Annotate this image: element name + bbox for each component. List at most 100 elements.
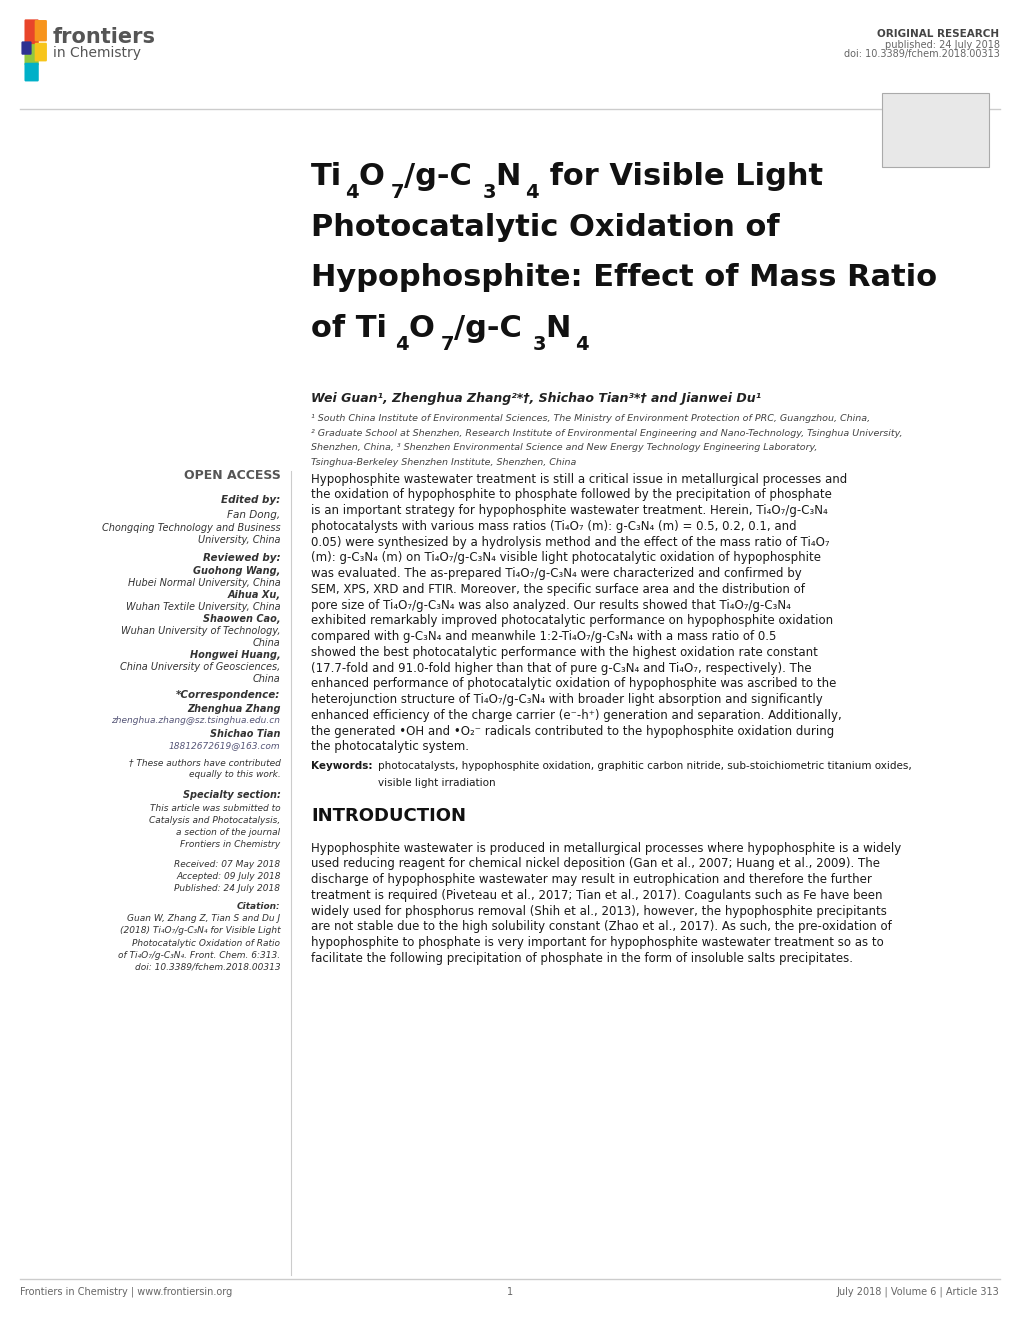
Text: doi: 10.3389/fchem.2018.00313: doi: 10.3389/fchem.2018.00313 [843, 49, 999, 59]
Text: Hypophosphite wastewater treatment is still a critical issue in metallurgical pr: Hypophosphite wastewater treatment is st… [311, 473, 847, 486]
Text: O: O [408, 314, 433, 343]
Text: ⟳: ⟳ [927, 105, 943, 123]
Text: N: N [495, 162, 521, 191]
Text: *Correspondence:: *Correspondence: [176, 690, 280, 700]
Text: Reviewed by:: Reviewed by: [203, 553, 280, 562]
Text: Published: 24 July 2018: Published: 24 July 2018 [174, 884, 280, 893]
Text: visible light irradiation: visible light irradiation [378, 777, 495, 788]
Text: hypophosphite to phosphate is very important for hypophosphite wastewater treatm: hypophosphite to phosphate is very impor… [311, 936, 883, 949]
Text: are not stable due to the high solubility constant (Zhao et al., 2017). As such,: are not stable due to the high solubilit… [311, 920, 891, 933]
Text: China: China [253, 638, 280, 647]
Text: the photocatalytic system.: the photocatalytic system. [311, 741, 469, 753]
Text: used reducing reagent for chemical nickel deposition (Gan et al., 2007; Huang et: used reducing reagent for chemical nicke… [311, 857, 879, 870]
Text: is an important strategy for hypophosphite wastewater treatment. Herein, Ti₄O₇/g: is an important strategy for hypophosphi… [311, 505, 827, 517]
Text: OPEN ACCESS: OPEN ACCESS [183, 469, 280, 482]
Text: ² Graduate School at Shenzhen, Research Institute of Environmental Engineering a: ² Graduate School at Shenzhen, Research … [311, 429, 902, 438]
Text: 7: 7 [390, 183, 404, 202]
Text: (m): g-C₃N₄ (m) on Ti₄O₇/g-C₃N₄ visible light photocatalytic oxidation of hypoph: (m): g-C₃N₄ (m) on Ti₄O₇/g-C₃N₄ visible … [311, 551, 820, 565]
Text: Guohong Wang,: Guohong Wang, [193, 566, 280, 575]
Text: for Visible Light: for Visible Light [538, 162, 822, 191]
Text: enhanced performance of photocatalytic oxidation of hypophosphite was ascribed t: enhanced performance of photocatalytic o… [311, 677, 836, 690]
Text: treatment is required (Piveteau et al., 2017; Tian et al., 2017). Coagulants suc: treatment is required (Piveteau et al., … [311, 889, 881, 902]
Text: Chongqing Technology and Business: Chongqing Technology and Business [102, 523, 280, 533]
Text: the oxidation of hypophosphite to phosphate followed by the precipitation of pho: the oxidation of hypophosphite to phosph… [311, 489, 832, 502]
Text: facilitate the following precipitation of phosphate in the form of insoluble sal: facilitate the following precipitation o… [311, 952, 852, 965]
Text: Hypophosphite wastewater is produced in metallurgical processes where hypophosph: Hypophosphite wastewater is produced in … [311, 841, 901, 854]
Text: 0.05) were synthesized by a hydrolysis method and the effect of the mass ratio o: 0.05) were synthesized by a hydrolysis m… [311, 535, 828, 549]
Text: photocatalysts with various mass ratios (Ti₄O₇ (m): g-C₃N₄ (m) = 0.5, 0.2, 0.1, : photocatalysts with various mass ratios … [311, 519, 796, 533]
Text: 1: 1 [506, 1287, 513, 1296]
Text: Frontiers in Chemistry | www.frontiersin.org: Frontiers in Chemistry | www.frontiersin… [20, 1287, 232, 1298]
Text: ¹ South China Institute of Environmental Sciences, The Ministry of Environment P: ¹ South China Institute of Environmental… [311, 414, 869, 423]
Text: doi: 10.3389/fchem.2018.00313: doi: 10.3389/fchem.2018.00313 [135, 963, 280, 972]
Text: Check for
updates: Check for updates [917, 136, 953, 156]
Text: widely used for phosphorus removal (Shih et al., 2013), however, the hypophosphi: widely used for phosphorus removal (Shih… [311, 905, 887, 917]
Text: N: N [545, 314, 571, 343]
Text: University, China: University, China [198, 535, 280, 545]
Text: enhanced efficiency of the charge carrier (e⁻-h⁺) generation and separation. Add: enhanced efficiency of the charge carrie… [311, 709, 841, 722]
Text: Wei Guan¹, Zhenghua Zhang²*†, Shichao Tian³*† and Jianwei Du¹: Wei Guan¹, Zhenghua Zhang²*†, Shichao Ti… [311, 391, 760, 405]
FancyBboxPatch shape [24, 63, 39, 81]
Text: 4: 4 [575, 335, 588, 354]
Text: 18812672619@163.com: 18812672619@163.com [169, 741, 280, 750]
Text: 7: 7 [440, 335, 453, 354]
Text: Photocatalytic Oxidation of Ratio: Photocatalytic Oxidation of Ratio [132, 939, 280, 948]
Text: Citation:: Citation: [236, 902, 280, 912]
Text: China University of Geosciences,: China University of Geosciences, [120, 662, 280, 672]
Text: 4: 4 [394, 335, 408, 354]
Text: Hubei Normal University, China: Hubei Normal University, China [127, 578, 280, 587]
FancyBboxPatch shape [24, 44, 39, 65]
Text: Accepted: 09 July 2018: Accepted: 09 July 2018 [176, 872, 280, 881]
Text: Edited by:: Edited by: [221, 495, 280, 505]
Text: 3: 3 [532, 335, 545, 354]
Text: Catalysis and Photocatalysis,: Catalysis and Photocatalysis, [149, 816, 280, 825]
Text: compared with g-C₃N₄ and meanwhile 1:2-Ti₄O₇/g-C₃N₄ with a mass ratio of 0.5: compared with g-C₃N₄ and meanwhile 1:2-T… [311, 630, 775, 643]
Text: zhenghua.zhang@sz.tsinghua.edu.cn: zhenghua.zhang@sz.tsinghua.edu.cn [111, 716, 280, 725]
Text: published: 24 July 2018: published: 24 July 2018 [883, 40, 999, 49]
Text: discharge of hypophosphite wastewater may result in eutrophication and therefore: discharge of hypophosphite wastewater ma… [311, 873, 871, 886]
Text: Frontiers in Chemistry: Frontiers in Chemistry [180, 840, 280, 849]
Text: Ti: Ti [311, 162, 342, 191]
Text: Shenzhen, China, ³ Shenzhen Environmental Science and New Energy Technology Engi: Shenzhen, China, ³ Shenzhen Environmenta… [311, 443, 816, 453]
Text: frontiers: frontiers [53, 27, 156, 47]
Text: /g-C: /g-C [404, 162, 472, 191]
Text: showed the best photocatalytic performance with the highest oxidation rate const: showed the best photocatalytic performan… [311, 646, 817, 659]
Text: Zhenghua Zhang: Zhenghua Zhang [186, 704, 280, 713]
Text: SEM, XPS, XRD and FTIR. Moreover, the specific surface area and the distribution: SEM, XPS, XRD and FTIR. Moreover, the sp… [311, 583, 804, 595]
Text: INTRODUCTION: INTRODUCTION [311, 806, 466, 825]
Text: Hypophosphite: Effect of Mass Ratio: Hypophosphite: Effect of Mass Ratio [311, 263, 936, 292]
Text: Shaowen Cao,: Shaowen Cao, [203, 614, 280, 623]
Text: O: O [358, 162, 383, 191]
Text: 3: 3 [482, 183, 495, 202]
FancyBboxPatch shape [35, 20, 47, 41]
Text: July 2018 | Volume 6 | Article 313: July 2018 | Volume 6 | Article 313 [836, 1287, 999, 1298]
Text: of Ti: of Ti [311, 314, 387, 343]
Text: Received: 07 May 2018: Received: 07 May 2018 [174, 860, 280, 869]
Text: Keywords:: Keywords: [311, 761, 372, 772]
Text: (2018) Ti₄O₇/g-C₃N₄ for Visible Light: (2018) Ti₄O₇/g-C₃N₄ for Visible Light [120, 926, 280, 936]
FancyBboxPatch shape [881, 93, 988, 167]
Text: This article was submitted to: This article was submitted to [150, 804, 280, 813]
Text: Wuhan Textile University, China: Wuhan Textile University, China [125, 602, 280, 611]
Text: a section of the journal: a section of the journal [176, 828, 280, 837]
Text: Hongwei Huang,: Hongwei Huang, [190, 650, 280, 659]
Text: † These authors have contributed: † These authors have contributed [128, 758, 280, 768]
Text: Fan Dong,: Fan Dong, [227, 510, 280, 519]
Text: was evaluated. The as-prepared Ti₄O₇/g-C₃N₄ were characterized and confirmed by: was evaluated. The as-prepared Ti₄O₇/g-C… [311, 567, 801, 581]
FancyBboxPatch shape [21, 41, 32, 55]
Text: equally to this work.: equally to this work. [189, 770, 280, 780]
Text: Wuhan University of Technology,: Wuhan University of Technology, [121, 626, 280, 635]
Text: Specialty section:: Specialty section: [182, 790, 280, 800]
FancyBboxPatch shape [24, 19, 39, 45]
Text: Shichao Tian: Shichao Tian [210, 729, 280, 738]
Text: Tsinghua-Berkeley Shenzhen Institute, Shenzhen, China: Tsinghua-Berkeley Shenzhen Institute, Sh… [311, 458, 576, 467]
Text: in Chemistry: in Chemistry [53, 47, 141, 60]
Text: China: China [253, 674, 280, 684]
Text: of Ti₄O₇/g-C₃N₄. Front. Chem. 6:313.: of Ti₄O₇/g-C₃N₄. Front. Chem. 6:313. [118, 951, 280, 960]
Text: photocatalysts, hypophosphite oxidation, graphitic carbon nitride, sub-stoichiom: photocatalysts, hypophosphite oxidation,… [378, 761, 911, 772]
Text: Guan W, Zhang Z, Tian S and Du J: Guan W, Zhang Z, Tian S and Du J [127, 914, 280, 924]
Text: 4: 4 [344, 183, 358, 202]
Text: the generated •OH and •O₂⁻ radicals contributed to the hypophosphite oxidation d: the generated •OH and •O₂⁻ radicals cont… [311, 725, 834, 738]
Text: heterojunction structure of Ti₄O₇/g-C₃N₄ with broader light absorption and signi: heterojunction structure of Ti₄O₇/g-C₃N₄… [311, 693, 822, 706]
FancyBboxPatch shape [35, 43, 47, 61]
